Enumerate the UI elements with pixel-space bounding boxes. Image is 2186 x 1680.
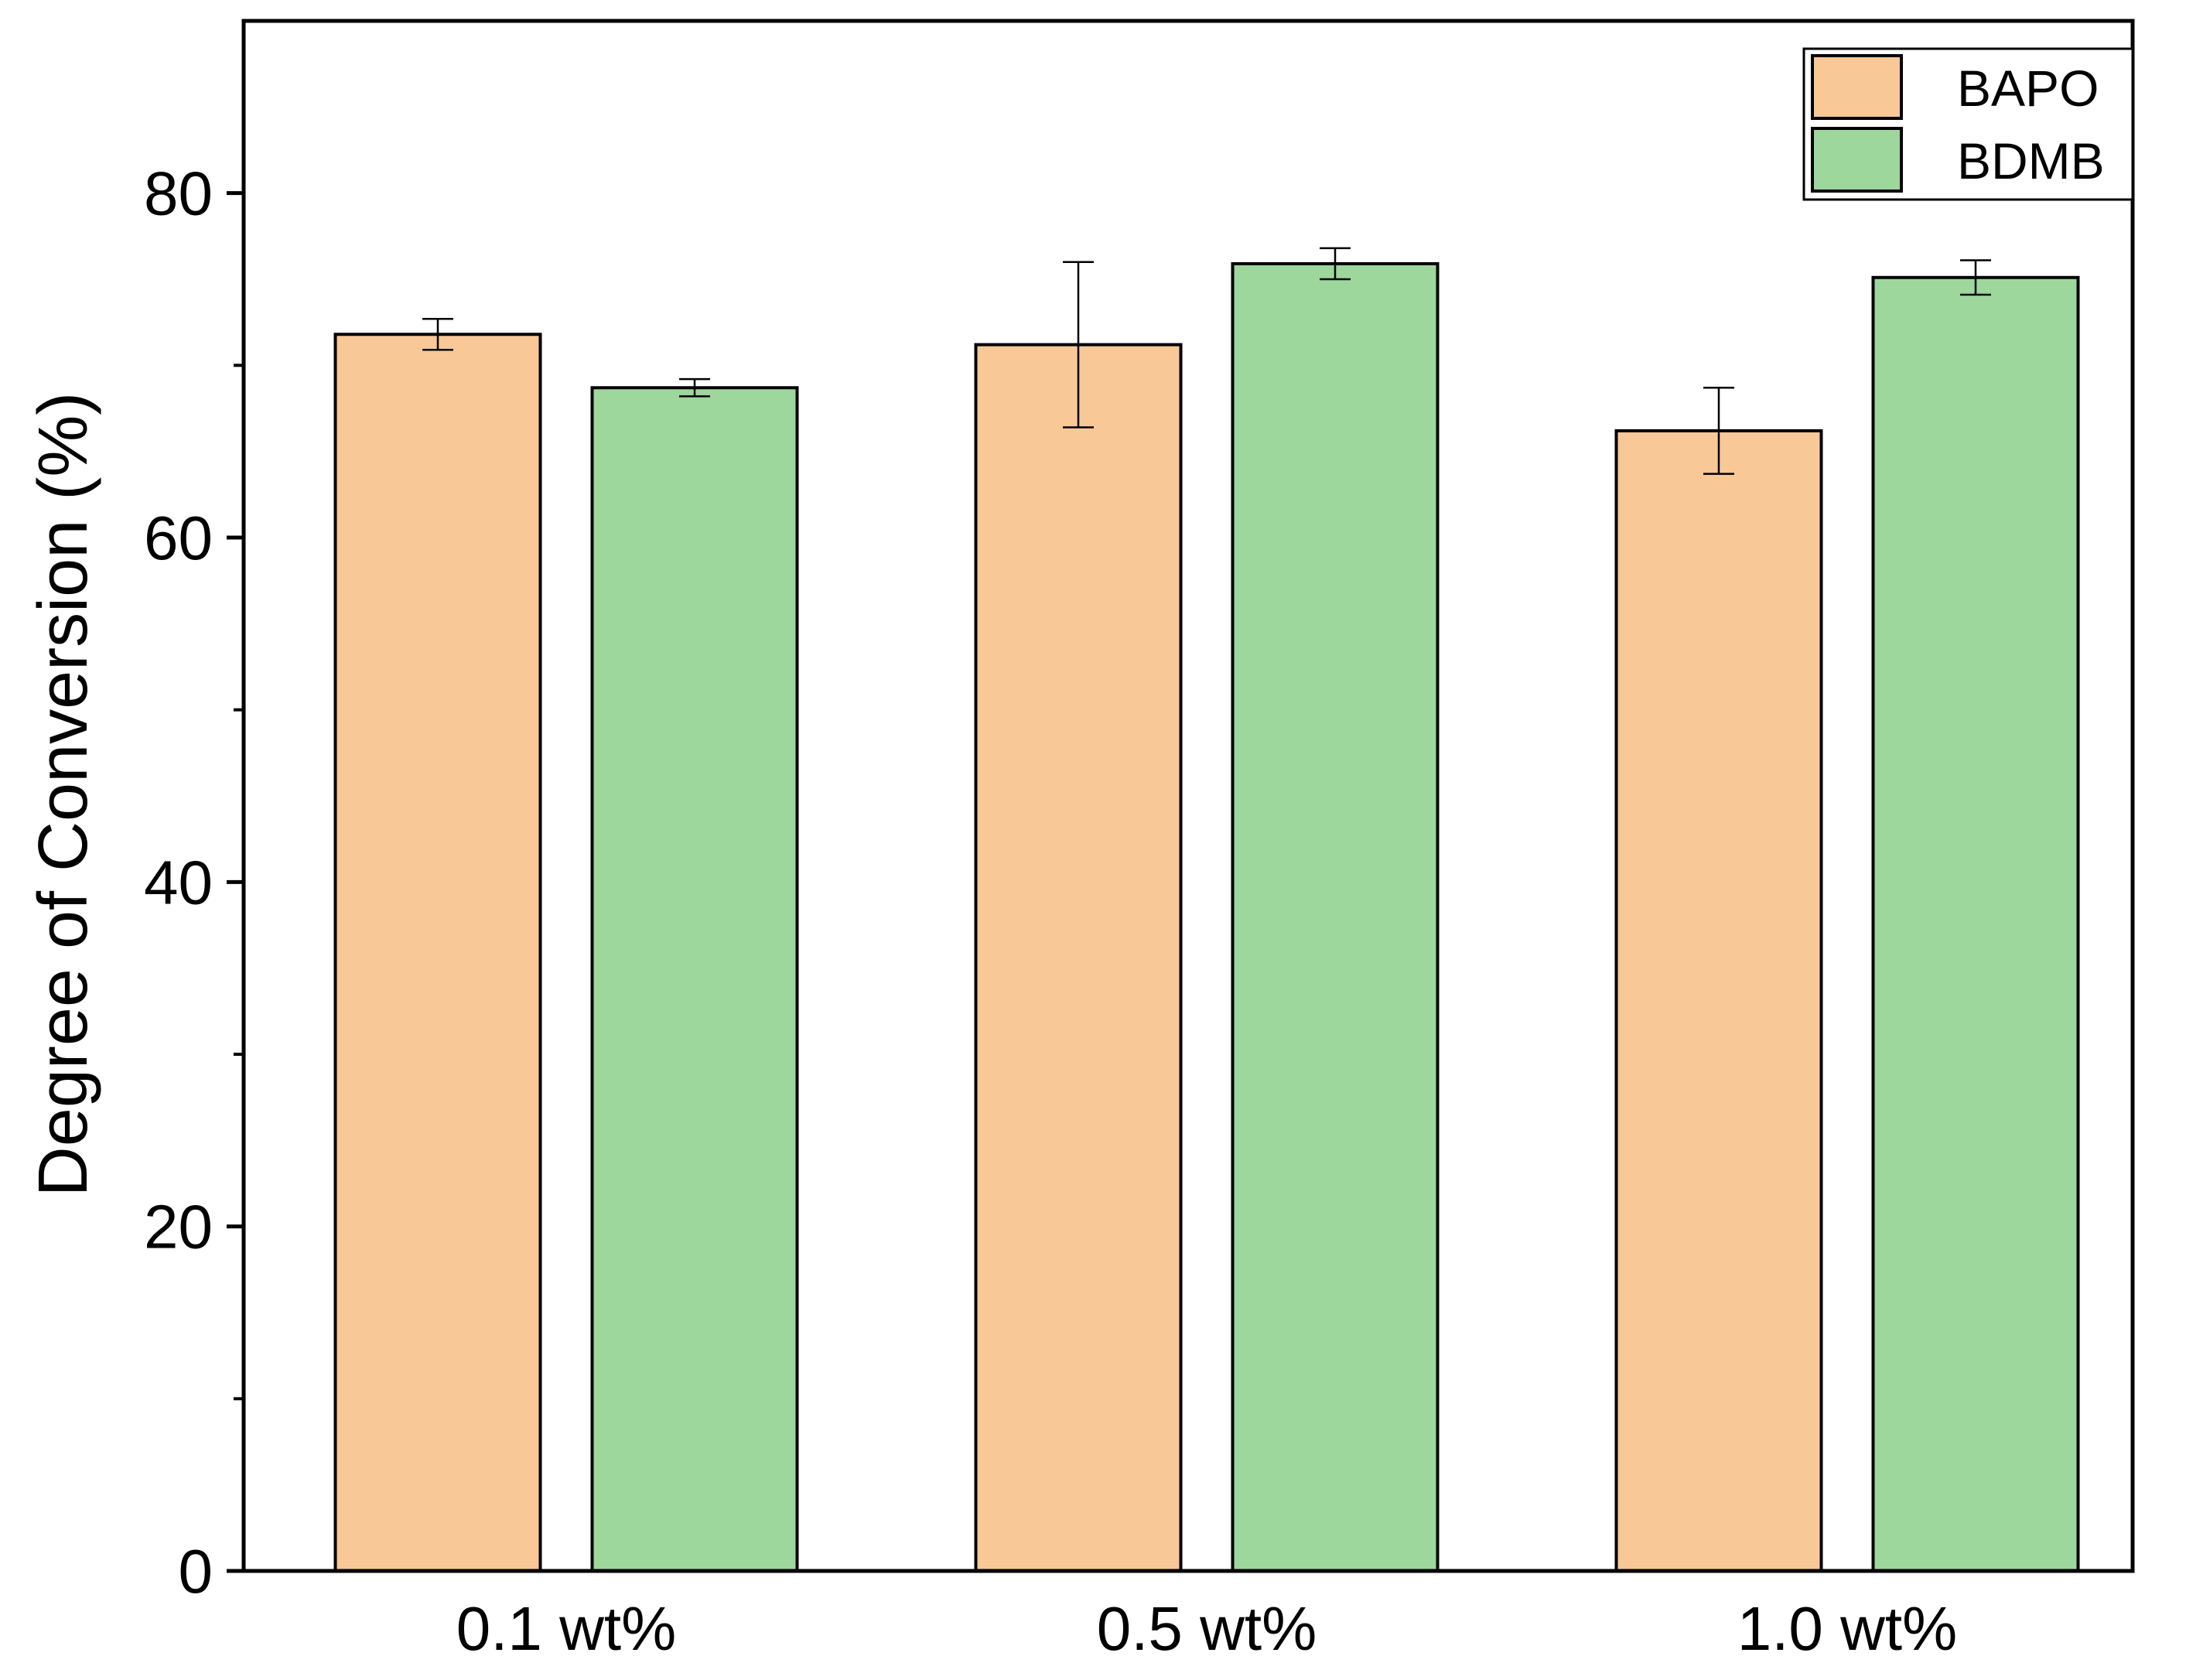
x-axis: 0.1 wt% 0.5 wt% 1.0 wt% [456,1594,1958,1663]
bar-bdmb-0 [590,386,799,1572]
error-bar-bapo-1 [1063,261,1094,429]
y-tick-label-20: 20 [144,1193,213,1262]
y-axis: 0 20 40 60 80 [144,159,244,1606]
error-bar-bdmb-2 [1960,259,1991,296]
bars-layer [333,247,2080,1573]
y-tick-label-80: 80 [144,159,213,228]
x-tick-label-1: 0.5 wt% [1097,1594,1317,1663]
bar-bapo-1 [974,343,1183,1573]
bar-bdmb-2 [1871,275,2080,1573]
bar-bapo-2 [1614,429,1823,1572]
y-tick-label-60: 60 [144,504,213,572]
error-bar-bdmb-0 [679,377,710,398]
x-tick-label-0: 0.1 wt% [456,1594,677,1663]
plot-frame [241,19,2135,1573]
error-bar-bapo-2 [1703,387,1734,475]
legend-swatch-bdmb [1811,127,1903,193]
legend-label-bdmb: BDMB [1957,132,2105,190]
legend-label-bapo: BAPO [1957,60,2099,117]
legend: BAPO BDMB [1802,47,2134,201]
legend-swatch-bapo [1811,54,1903,120]
x-tick-label-2: 1.0 wt% [1737,1594,1958,1663]
error-bar-bdmb-1 [1320,247,1351,281]
y-axis-label: Degree of Conversion (%) [25,392,102,1197]
y-tick-label-40: 40 [144,848,213,917]
error-bar-bapo-0 [422,317,453,351]
bar-bdmb-1 [1231,261,1440,1573]
bar-bapo-0 [333,333,542,1573]
y-tick-label-0: 0 [179,1537,213,1606]
